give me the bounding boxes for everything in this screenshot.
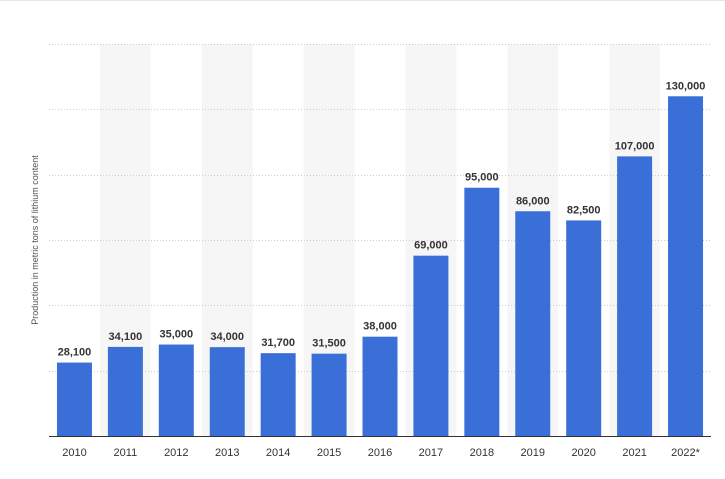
data-label: 31,500 [312,338,346,350]
data-label: 130,000 [666,80,706,92]
x-tick-labels: 2010 2011 2012 2013 2014 2015 2016 2017 2018 2019… [62,447,700,459]
bar[interactable] [260,353,296,436]
data-label: 95,000 [465,172,499,184]
x-tick-label: 2017 [419,447,443,459]
x-tick-label: 2014 [266,447,290,459]
bar[interactable] [107,346,143,436]
bar[interactable] [413,255,449,436]
y-axis-label: Production in metric tons of lithium con… [30,155,40,325]
x-tick-label: 2015 [317,447,341,459]
data-label: 69,000 [414,240,448,252]
bar[interactable] [668,96,704,437]
bar[interactable] [464,187,500,436]
bar[interactable] [617,156,653,436]
bar[interactable] [362,336,398,436]
data-label: 86,000 [516,195,550,207]
data-label: 35,000 [159,329,193,341]
data-label: 31,700 [261,337,295,349]
bar[interactable] [158,344,194,436]
x-tick-label: 2018 [470,447,494,459]
data-label: 107,000 [615,140,655,152]
x-tick-label: 2011 [114,447,138,459]
bars [56,96,704,437]
x-tick-label: 2021 [622,447,646,459]
x-tick-label: 2010 [62,447,86,459]
data-label: 34,100 [109,331,143,343]
bar[interactable] [566,220,602,436]
data-labels: 28,100 34,100 35,000 34,000 31,700 31,500 38,0… [58,80,706,358]
x-tick-label: 2020 [571,447,595,459]
bar[interactable] [311,353,347,436]
bar[interactable] [515,211,551,436]
x-tick-label: 2022* [671,447,700,459]
x-tick-label: 2013 [215,447,239,459]
data-label: 34,000 [210,331,244,343]
data-label: 82,500 [567,204,601,216]
data-label: 28,100 [58,347,92,359]
data-label: 38,000 [363,321,397,333]
x-tick-label: 2019 [521,447,545,459]
bar[interactable] [56,362,92,436]
bar[interactable] [209,347,245,436]
x-tick-label: 2012 [164,447,188,459]
x-tick-label: 2016 [368,447,392,459]
top-rule [0,0,725,1]
